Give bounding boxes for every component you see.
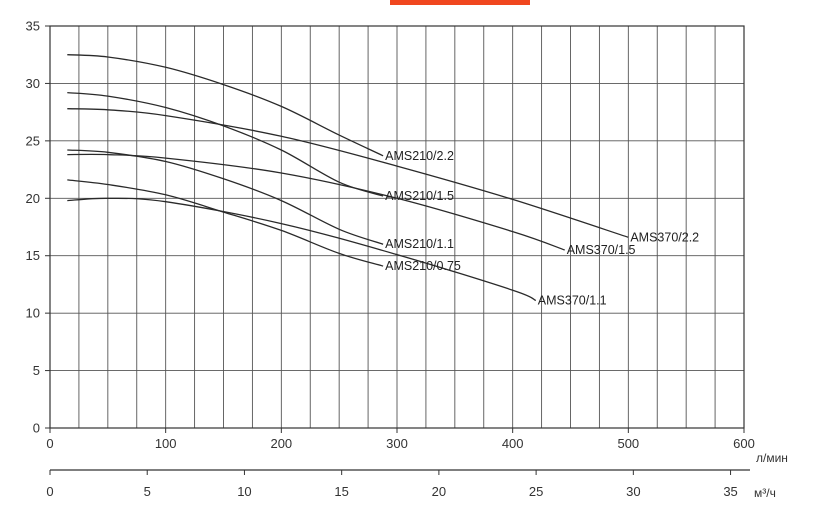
curve-ams210-0-75 [67,179,384,267]
accent-bar [390,0,530,5]
x2-tick-label: 35 [723,484,737,499]
y-tick-label: 25 [26,133,40,148]
x-tick-label: 300 [386,436,408,451]
curve-ams370-2-2 [67,108,629,238]
y-tick-label: 20 [26,191,40,206]
x-tick-label: 200 [270,436,292,451]
curve-label-ams210-1-1: AMS210/1.1 [385,237,454,251]
curve-ams370-1-1 [67,197,537,302]
y-tick-label: 10 [26,306,40,321]
x-tick-label: 100 [155,436,177,451]
x-tick-label: 600 [733,436,755,451]
y-tick-label: 5 [33,363,40,378]
curve-label-ams210-0-75: AMS210/0.75 [385,259,461,273]
y-tick-label: 35 [26,19,40,34]
curve-ams210-1-1 [67,149,384,245]
x2-tick-label: 15 [334,484,348,499]
x2-tick-label: 0 [46,484,53,499]
y-tick-label: 15 [26,248,40,263]
x2-tick-label: 10 [237,484,251,499]
x2-tick-label: 20 [432,484,446,499]
curve-label-ams370-2-2: AMS370/2.2 [630,230,699,244]
x-axis-unit-m3h: м³/ч [754,486,776,500]
x-axis-m3h: 0 5 10 15 20 25 30 35 м³/ч [46,469,776,500]
curve-label-ams210-2-2: AMS210/2.2 [385,149,454,163]
curve-ams370-1-5 [67,153,565,251]
x-tick-label: 0 [46,436,53,451]
x-tick-label: 400 [502,436,524,451]
y-tick-label: 0 [33,421,40,436]
curve-labels: AMS210/2.2 AMS210/1.5 AMS210/1.1 AMS210/0.7… [385,149,699,308]
x2-tick-label: 25 [529,484,543,499]
x2-tick-label: 5 [144,484,151,499]
curve-label-ams370-1-1: AMS370/1.1 [538,294,607,308]
x2-tick-label: 30 [626,484,640,499]
y-tick-label: 30 [26,76,40,91]
grid [50,26,744,428]
curve-label-ams370-1-5: AMS370/1.5 [567,243,636,257]
x-tick-label: 500 [617,436,639,451]
x-axis-unit-lpm: л/мин [756,451,788,465]
curves [67,54,629,302]
curve-ams210-1-5 [67,91,384,197]
curve-label-ams210-1-5: AMS210/1.5 [385,189,454,203]
y-axis: 0 5 10 15 20 25 30 35 [26,19,50,436]
curve-ams210-2-2 [67,54,384,157]
